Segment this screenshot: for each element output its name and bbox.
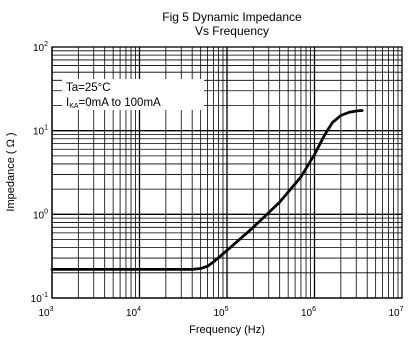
annotation-current-range: =0mA to 100mA — [79, 97, 161, 109]
x-tick-base: 10 — [126, 308, 138, 319]
y-tick-label: 10-1 — [31, 292, 48, 305]
y-tick-exponent: 2 — [44, 41, 48, 48]
annotation-current-subscript: KA — [69, 103, 79, 110]
y-tick-label: 101 — [33, 125, 48, 138]
x-tick-label: 106 — [301, 306, 316, 319]
chart-subtitle: Vs Frequency — [195, 24, 269, 38]
annotation-temperature: Ta=25°C — [66, 82, 111, 94]
series-line — [50, 109, 364, 271]
x-tick-base: 10 — [213, 308, 225, 319]
annotation-current: IKA=0mA to 100mA — [66, 97, 161, 110]
x-tick-label: 105 — [213, 306, 228, 319]
x-tick-base: 10 — [38, 308, 50, 319]
x-tick-exponent: 5 — [225, 306, 229, 313]
y-tick-base: 10 — [33, 210, 45, 221]
x-tick-exponent: 4 — [137, 306, 141, 313]
y-axis-label: Impedance ( Ω ) — [5, 132, 17, 211]
annotation-current-prefix: I — [66, 97, 69, 109]
x-axis-label: Frequency (Hz) — [189, 324, 265, 336]
y-tick-label: 102 — [33, 41, 48, 54]
y-tick-exponent: -1 — [42, 292, 48, 299]
x-tick-labels: 103 104 105 106 107 — [38, 306, 403, 319]
y-tick-base: 10 — [33, 127, 45, 138]
x-tick-exponent: 3 — [50, 306, 54, 313]
y-tick-label: 100 — [33, 208, 48, 221]
condition-annotation: Ta=25°C IKA=0mA to 100mA — [62, 79, 204, 110]
x-tick-exponent: 7 — [400, 306, 404, 313]
x-tick-label: 104 — [126, 306, 141, 319]
y-tick-base: 10 — [33, 43, 45, 54]
y-tick-exponent: 0 — [44, 208, 48, 215]
x-tick-base: 10 — [301, 308, 313, 319]
series-layer — [50, 109, 364, 271]
x-tick-label: 107 — [388, 306, 403, 319]
y-tick-exponent: 1 — [44, 125, 48, 132]
annotation-background — [62, 79, 204, 110]
y-tick-base: 10 — [31, 294, 43, 305]
plot-frame — [51, 46, 403, 299]
x-tick-exponent: 6 — [312, 306, 316, 313]
chart-title: Fig 5 Dynamic Impedance — [162, 10, 302, 24]
x-tick-base: 10 — [388, 308, 400, 319]
x-tick-label: 103 — [38, 306, 53, 319]
